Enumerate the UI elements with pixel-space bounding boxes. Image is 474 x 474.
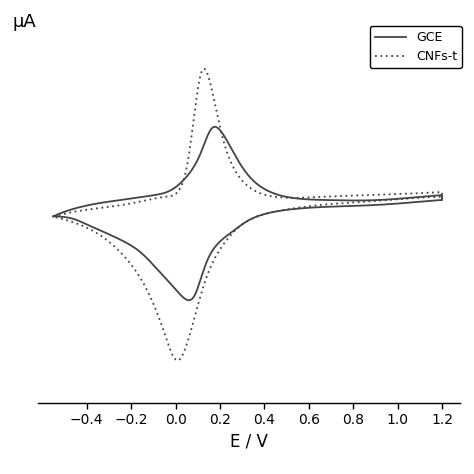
CNFs-t: [135, 271, 140, 276]
CNFs-t: [278, 208, 284, 213]
GCE: [89, 201, 95, 207]
CNFs-t: [316, 202, 322, 208]
GCE: [201, 265, 207, 271]
GCE: [212, 124, 218, 129]
GCE: [360, 203, 365, 209]
CNFs-t: [190, 320, 196, 326]
GCE: [147, 258, 153, 264]
CNFs-t: [51, 213, 56, 219]
Line: CNFs-t: CNFs-t: [54, 69, 442, 360]
GCE: [51, 213, 56, 219]
Legend: GCE, CNFs-t: GCE, CNFs-t: [370, 26, 462, 68]
Y-axis label: μA: μA: [13, 13, 36, 31]
CNFs-t: [175, 357, 181, 363]
GCE: [290, 206, 295, 212]
GCE: [51, 213, 56, 219]
CNFs-t: [201, 66, 207, 72]
CNFs-t: [51, 213, 56, 219]
Line: GCE: GCE: [54, 127, 442, 300]
GCE: [186, 297, 192, 303]
CNFs-t: [349, 200, 355, 205]
X-axis label: E / V: E / V: [230, 433, 268, 451]
GCE: [328, 204, 333, 210]
CNFs-t: [85, 207, 91, 212]
